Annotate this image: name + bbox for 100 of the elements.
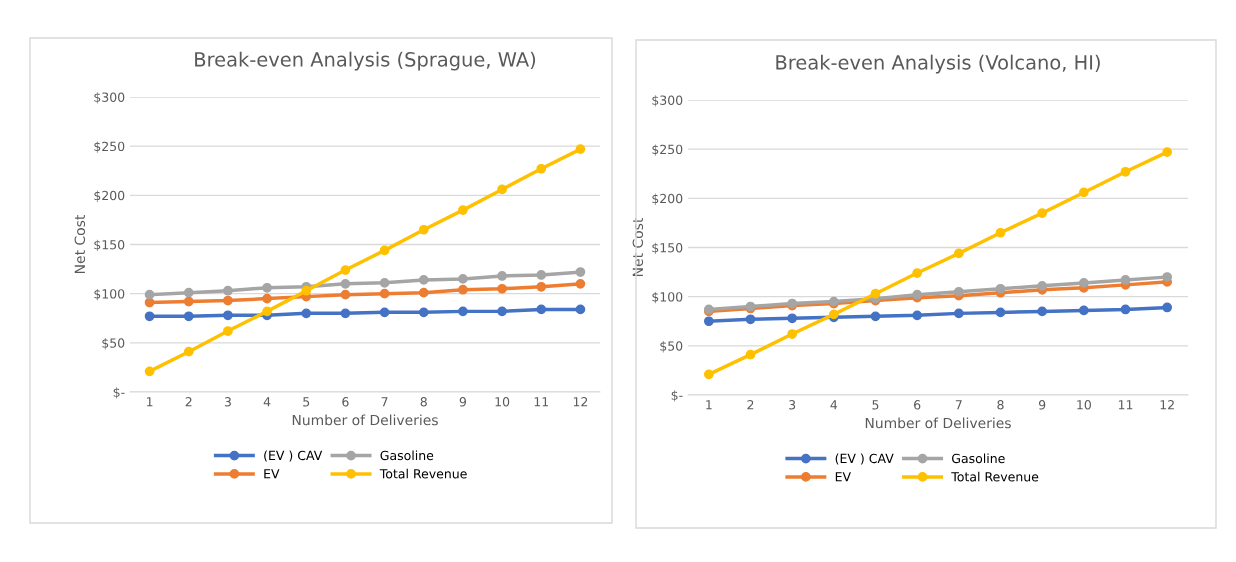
point	[787, 329, 798, 339]
point	[418, 307, 429, 318]
legend-label: EV	[835, 472, 851, 482]
x-axis-title: Number of Deliveries	[865, 417, 1011, 429]
point	[1162, 272, 1173, 282]
x-tick-label: 2	[185, 397, 192, 407]
legend-label: EV	[264, 469, 280, 479]
point	[144, 366, 155, 377]
legend-label: (EV ) CAV	[835, 453, 894, 465]
x-tick-label: 11	[1118, 400, 1133, 410]
x-tick-label: 1	[706, 400, 712, 410]
point	[418, 275, 429, 285]
point	[1078, 305, 1089, 316]
point	[745, 314, 756, 325]
point	[458, 284, 468, 295]
x-tick-label: 12	[1160, 400, 1174, 410]
point	[144, 311, 155, 322]
point	[223, 285, 233, 296]
legend-label: Gasoline	[380, 450, 434, 461]
point	[497, 306, 507, 317]
point	[536, 163, 547, 174]
y-tick-label: $50	[660, 341, 683, 353]
x-tick-label: 10	[1077, 400, 1091, 410]
point	[1120, 166, 1131, 177]
point	[183, 287, 194, 298]
point	[1078, 278, 1089, 288]
x-tick-label: 3	[224, 397, 231, 407]
point	[995, 283, 1006, 294]
x-axis-title: Number of Deliveries	[292, 414, 438, 426]
y-tick-label: $150	[94, 239, 125, 252]
chart-title: Break-even Analysis (Volcano, HI)	[776, 54, 1100, 74]
point	[340, 289, 351, 300]
x-tick-label: 5	[872, 400, 879, 410]
x-tick-label: 1	[146, 397, 153, 407]
point	[575, 278, 586, 289]
y-tick-label: $300	[94, 92, 125, 104]
point	[497, 271, 507, 281]
point	[223, 326, 233, 336]
point	[536, 304, 547, 315]
y-tick-label: $100	[652, 291, 683, 304]
point	[183, 296, 194, 307]
y-tick-label: $250	[94, 141, 125, 153]
y-axis-title: Net Cost	[74, 215, 86, 273]
point	[787, 313, 798, 324]
x-tick-label: 4	[263, 397, 271, 407]
point	[1078, 187, 1089, 198]
point	[870, 311, 881, 322]
point	[262, 306, 272, 317]
y-tick-label: $200	[652, 193, 683, 205]
point	[183, 346, 194, 357]
point	[497, 184, 507, 195]
point	[1120, 304, 1131, 315]
legend-label: Total Revenue	[379, 468, 467, 479]
point	[144, 289, 155, 300]
point	[912, 268, 923, 278]
point	[262, 293, 272, 304]
point	[379, 277, 390, 288]
x-tick-label: 4	[830, 400, 838, 410]
x-tick-label: 7	[381, 397, 388, 407]
point	[536, 281, 547, 292]
y-tick-label: $200	[94, 190, 125, 202]
point	[340, 308, 351, 319]
legend-label: Total Revenue	[951, 471, 1039, 482]
x-tick-label: 11	[534, 397, 549, 407]
x-tick-label: 3	[789, 400, 796, 410]
point	[379, 245, 390, 256]
x-tick-label: 8	[420, 397, 427, 407]
point	[995, 227, 1006, 238]
point	[995, 307, 1006, 318]
x-tick-label: 10	[495, 397, 510, 407]
x-tick-label: 2	[747, 400, 754, 410]
point	[575, 144, 586, 154]
chart-title: Break-even Analysis (Sprague, WA)	[195, 51, 536, 71]
point	[497, 283, 507, 294]
y-tick-label: $150	[652, 242, 683, 255]
point	[379, 307, 390, 318]
y-tick-label: $-	[671, 390, 683, 402]
point	[575, 304, 586, 315]
point	[223, 310, 233, 321]
y-tick-label: $-	[113, 387, 125, 399]
point	[418, 224, 429, 235]
x-tick-label: 7	[955, 400, 962, 410]
x-tick-label: 6	[914, 400, 921, 410]
point	[912, 310, 923, 321]
x-tick-label: 6	[342, 397, 349, 407]
point	[1037, 306, 1048, 317]
x-tick-label: 12	[573, 397, 588, 407]
legend-label: (EV ) CAV	[264, 450, 323, 462]
point	[536, 270, 547, 280]
y-axis-title: Net Cost	[632, 218, 644, 276]
point	[953, 248, 964, 259]
point	[340, 265, 351, 275]
point	[1120, 275, 1131, 285]
point	[301, 285, 312, 296]
point	[870, 288, 881, 299]
point	[575, 267, 586, 277]
point	[340, 278, 351, 289]
x-tick-label: 5	[303, 397, 310, 407]
point	[223, 295, 233, 306]
point	[1162, 147, 1173, 157]
